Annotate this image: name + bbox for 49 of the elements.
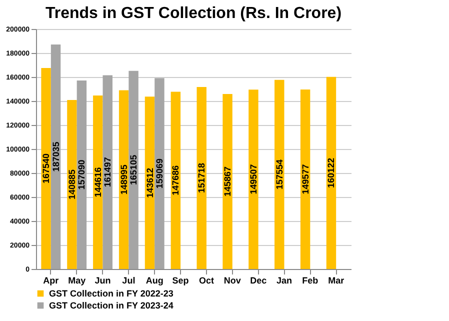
bar (300, 90, 310, 269)
x-tick-label: Nov (224, 276, 241, 286)
bar (144, 96, 155, 269)
legend-label: GST Collection in FY 2022-23 (49, 288, 174, 298)
bar (196, 86, 206, 269)
data-label: 159069 (154, 158, 164, 189)
bar (41, 68, 51, 269)
x-tick-label: May (68, 276, 86, 286)
data-label: 144616 (92, 167, 103, 198)
data-label: 160122 (326, 158, 336, 188)
data-label: 147686 (170, 165, 181, 196)
bar (154, 78, 164, 269)
bar (93, 95, 103, 269)
x-tick-label: Oct (198, 276, 214, 286)
bar (222, 94, 232, 269)
x-tick-label: Mar (328, 276, 345, 286)
bar (118, 90, 129, 269)
data-label: 157554 (274, 159, 284, 190)
x-tick-label: Feb (302, 276, 319, 286)
data-label: 149507 (248, 164, 258, 194)
data-label: 187035 (50, 142, 61, 172)
x-tick-label: Jun (94, 276, 111, 286)
bar (274, 80, 284, 269)
bar (50, 44, 61, 269)
data-label: 148995 (118, 164, 129, 195)
x-tick-label: Sep (172, 276, 190, 286)
data-label: 165105 (128, 154, 139, 185)
legend-label: GST Collection in FY 2023-24 (49, 300, 174, 310)
data-label: 167540 (41, 153, 52, 184)
bar (102, 75, 112, 269)
data-label: 149577 (300, 164, 310, 194)
data-label: 140885 (66, 169, 77, 200)
x-tick-label: Jan (276, 276, 292, 286)
bar (67, 100, 77, 269)
data-label: 151718 (196, 162, 207, 193)
bar (170, 92, 181, 269)
bar (76, 80, 87, 269)
x-tick-label: Dec (250, 276, 267, 286)
data-label: 143612 (144, 168, 155, 198)
x-tick-label: Aug (146, 276, 164, 286)
data-label: 161497 (102, 157, 113, 188)
bar (248, 90, 258, 269)
bar (326, 76, 336, 269)
data-label: 145867 (222, 166, 233, 197)
x-tick-label: Jul (122, 276, 136, 286)
data-label: 157090 (76, 160, 87, 190)
chart-title: Trends in GST Collection (Rs. In Crore) (45, 5, 342, 22)
x-tick-label: Apr (43, 276, 60, 286)
bar (128, 70, 138, 269)
